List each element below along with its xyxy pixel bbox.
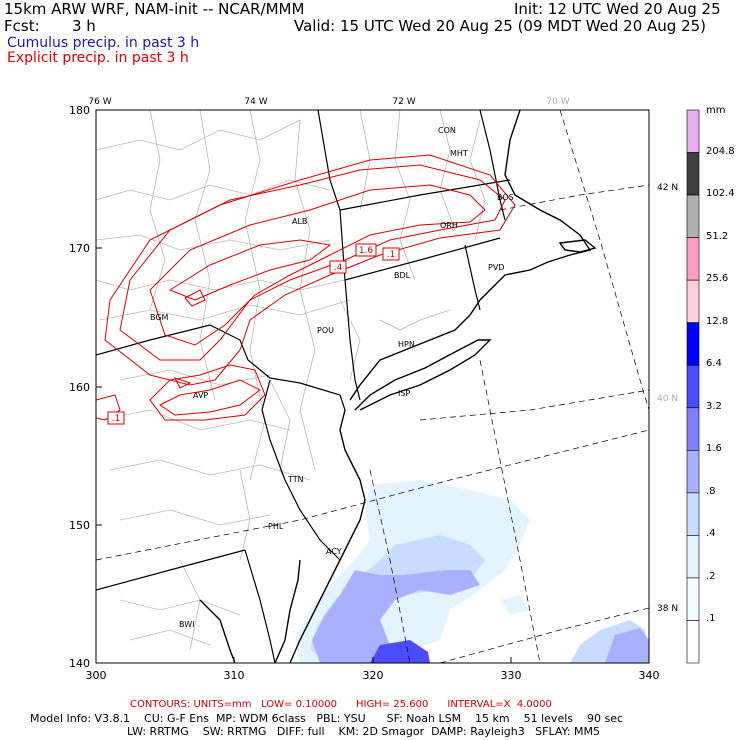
model-info-line-1: Model Info: V3.8.1 CU: G-F Ens MP: WDM 6… xyxy=(30,712,624,725)
contour-label: .1 xyxy=(387,250,396,260)
precip-colorbar xyxy=(686,109,700,664)
forecast-label: Fcst: xyxy=(4,17,40,35)
colorbar-swatch xyxy=(686,620,700,664)
colorbar-swatch xyxy=(686,322,700,366)
colorbar-level-label: 12.8 xyxy=(706,315,729,327)
x-tick-label: 330 xyxy=(501,669,522,682)
x-tick-label: 340 xyxy=(639,669,660,682)
colorbar-level-label: 1.6 xyxy=(706,443,722,455)
y-tick-label: 150 xyxy=(69,519,90,532)
colorbar-level-label: 25.6 xyxy=(706,273,729,285)
axis-ticks xyxy=(95,109,650,664)
colorbar-swatch xyxy=(686,152,700,196)
latlon-grid xyxy=(96,110,649,663)
colorbar-level-label: 204.8 xyxy=(706,145,735,157)
city-label: ACY xyxy=(326,547,342,556)
legend-explicit: Explicit precip. in past 3 h xyxy=(7,50,189,66)
lat-label: 42 N xyxy=(657,183,678,193)
legend-cumulus: Cumulus precip. in past 3 h xyxy=(7,35,200,51)
colorbar-swatch xyxy=(686,577,700,621)
model-title: 15km ARW WRF, NAM-init -- NCAR/MMM xyxy=(4,0,305,18)
x-tick-label: 300 xyxy=(86,669,107,682)
colorbar-level-label: 102.4 xyxy=(706,188,735,200)
lon-label: 72 W xyxy=(392,97,415,107)
colorbar-swatch xyxy=(686,237,700,281)
city-label: PHL xyxy=(268,522,284,531)
contour-label: .1 xyxy=(112,414,121,424)
colorbar-swatch xyxy=(686,364,700,409)
coastline xyxy=(199,110,597,663)
colorbar-level-label: .8 xyxy=(706,485,716,497)
city-label: AVP xyxy=(193,391,208,400)
city-label: BOS xyxy=(497,193,514,202)
colorbar-swatch xyxy=(686,407,700,451)
colorbar-swatch xyxy=(686,450,700,494)
contour-label-boxes xyxy=(107,243,400,425)
city-label: ISP xyxy=(398,389,410,398)
city-label: HPN xyxy=(398,340,415,349)
precip-shading xyxy=(295,480,649,663)
colorbar-level-label: 6.4 xyxy=(706,358,722,370)
city-label: BWI xyxy=(179,620,194,629)
lat-label: 40 N xyxy=(657,394,678,404)
model-info-line-2: LW: RRTMG SW: RRTMG DIFF: full KM: 2D Sm… xyxy=(127,725,600,738)
city-label: POU xyxy=(317,326,334,335)
colorbar-swatch xyxy=(686,492,700,536)
lat-label: 38 N xyxy=(657,604,678,614)
colorbar-swatch xyxy=(686,109,700,153)
init-time: Init: 12 UTC Wed 20 Aug 25 xyxy=(514,0,721,18)
city-label: BGM xyxy=(150,313,169,322)
contour-label: .4 xyxy=(334,263,343,273)
valid-time: Valid: 15 UTC Wed 20 Aug 25 (09 MDT Wed … xyxy=(294,17,707,35)
contours-info: CONTOURS: UNITS=mm LOW= 0.10000 HIGH= 25… xyxy=(130,699,552,710)
explicit-precip-contours xyxy=(96,154,516,421)
forecast-hour: 3 h xyxy=(72,17,96,35)
city-label: MHT xyxy=(450,149,468,158)
city-label: ALB xyxy=(292,217,307,226)
lon-label: 70 W xyxy=(546,97,569,107)
city-label: CON xyxy=(438,126,456,135)
contour-label: 1.6 xyxy=(359,246,374,256)
colorbar-level-label: .2 xyxy=(706,570,716,582)
lon-label: 74 W xyxy=(244,97,267,107)
y-tick-label: 170 xyxy=(69,242,90,255)
colorbar-level-label: .1 xyxy=(706,613,716,625)
city-label: ORH xyxy=(440,221,458,230)
city-label: PVD xyxy=(488,263,504,272)
y-tick-label: 180 xyxy=(69,104,90,117)
colorbar-level-label: .4 xyxy=(706,528,716,540)
colorbar-level-label: 51.2 xyxy=(706,230,729,242)
city-label: BDL xyxy=(394,271,411,280)
colorbar-swatch xyxy=(686,194,700,238)
lon-label: 76 W xyxy=(88,97,111,107)
y-tick-label: 140 xyxy=(69,657,90,670)
y-tick-label: 160 xyxy=(69,381,90,394)
colorbar-level-label: 3.2 xyxy=(706,400,722,412)
colorbar-unit: mm xyxy=(706,105,726,116)
city-label: TTN xyxy=(287,475,304,484)
colorbar-swatch xyxy=(686,279,700,323)
x-tick-label: 320 xyxy=(363,669,384,682)
x-tick-label: 310 xyxy=(224,669,245,682)
colorbar-swatch xyxy=(686,535,700,579)
